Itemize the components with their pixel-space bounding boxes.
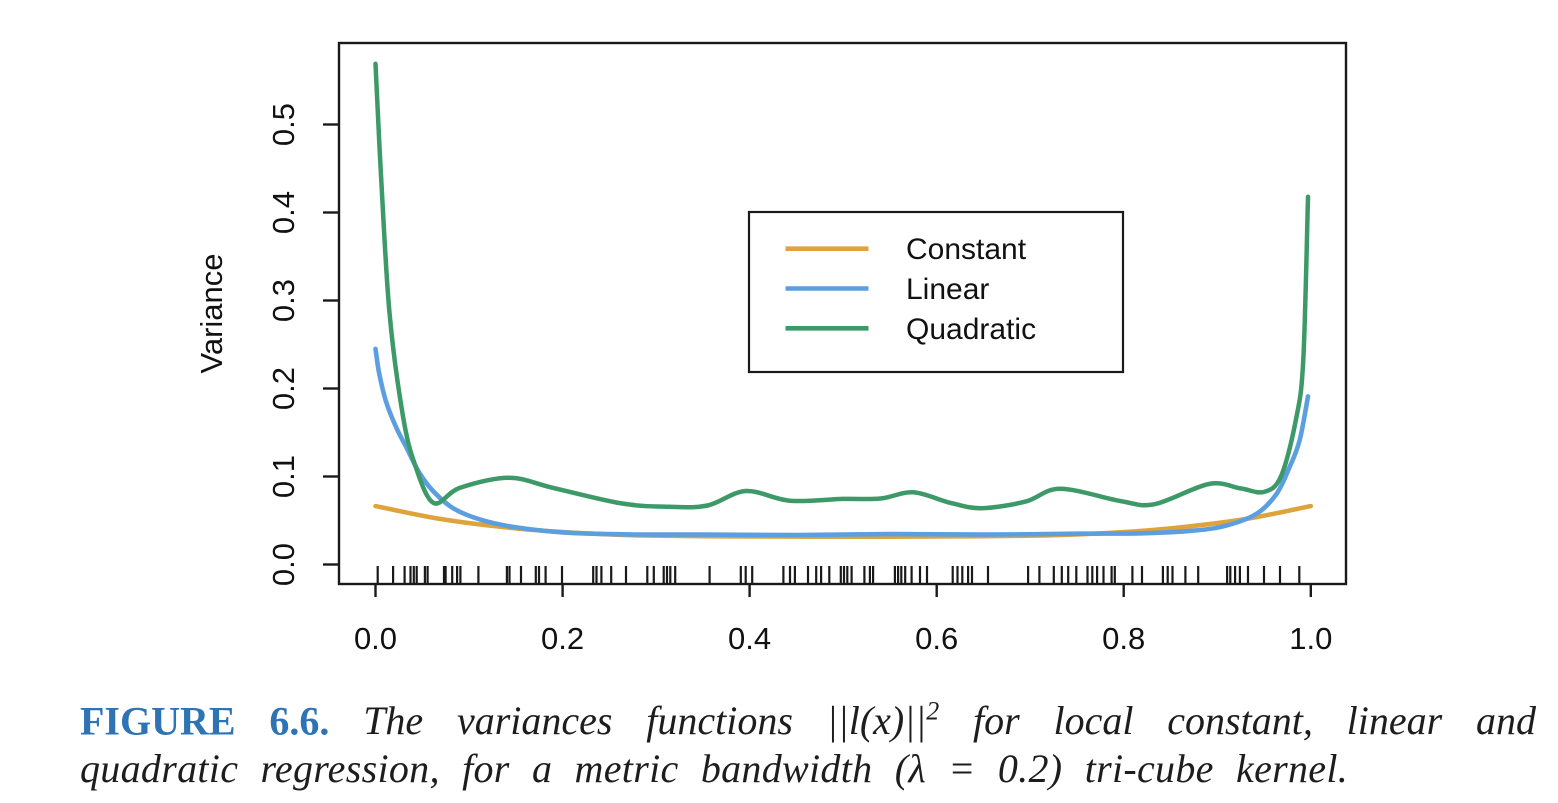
svg-text:0.4: 0.4 (728, 621, 771, 656)
svg-text:Linear: Linear (906, 273, 989, 306)
svg-text:0.5: 0.5 (266, 103, 301, 146)
svg-text:Quadratic: Quadratic (906, 313, 1036, 346)
svg-text:0.0: 0.0 (354, 621, 397, 656)
svg-text:0.2: 0.2 (541, 621, 584, 656)
svg-text:0.8: 0.8 (1102, 621, 1145, 656)
svg-text:0.0: 0.0 (266, 543, 301, 586)
svg-text:0.6: 0.6 (915, 621, 958, 656)
svg-text:1.0: 1.0 (1289, 621, 1332, 656)
svg-text:Variance: Variance (194, 253, 229, 373)
svg-text:0.1: 0.1 (266, 455, 301, 498)
svg-text:0.3: 0.3 (266, 279, 301, 322)
svg-text:0.2: 0.2 (266, 367, 301, 410)
svg-text:0.4: 0.4 (266, 191, 301, 234)
svg-text:Constant: Constant (906, 233, 1027, 266)
